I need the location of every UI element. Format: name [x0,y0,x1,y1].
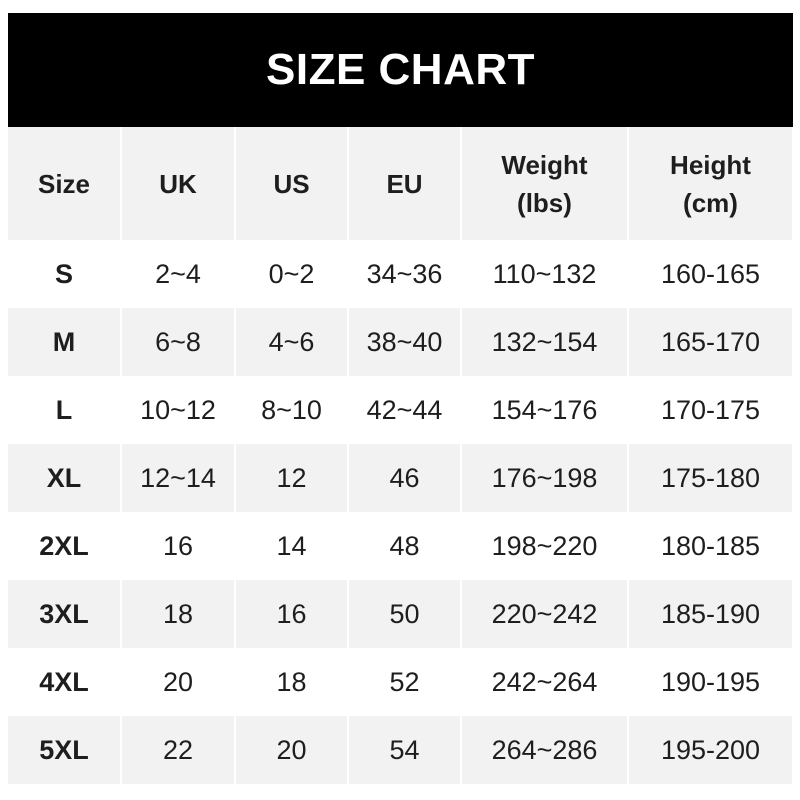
table-cell: 42~44 [348,376,462,444]
column-header: Height (cm) [628,127,794,240]
table-cell: 12 [235,444,349,512]
column-header-text: (cm) [683,187,738,218]
size-label-cell: M [8,308,122,376]
table-cell: 264~286 [461,716,629,784]
table-cell: 165-170 [628,308,794,376]
table-row: S 2~4 0~2 34~36 110~132 160-165 [8,240,794,308]
table-cell: 38~40 [348,308,462,376]
column-header-text: Height [670,149,751,180]
table-row: XL 12~14 12 46 176~198 175-180 [8,444,794,512]
column-header: EU [348,127,462,240]
table-cell: 170-175 [628,376,794,444]
size-chart: SIZE CHART Size UK US EU Weight (lbs) Height (c… [8,13,794,784]
table-cell: 18 [121,580,236,648]
table-cell: 195-200 [628,716,794,784]
table-cell: 2~4 [121,240,236,308]
column-header: UK [121,127,236,240]
column-header: US [235,127,349,240]
table-row: L 10~12 8~10 42~44 154~176 170-175 [8,376,794,444]
table-cell: 18 [235,648,349,716]
table-cell: 242~264 [461,648,629,716]
table-cell: 20 [121,648,236,716]
size-label-cell: XL [8,444,122,512]
table-cell: 175-180 [628,444,794,512]
chart-title: SIZE CHART [8,13,793,127]
table-cell: 110~132 [461,240,629,308]
column-header: Size [8,127,122,240]
table-cell: 132~154 [461,308,629,376]
table-cell: 14 [235,512,349,580]
table-row: 5XL 22 20 54 264~286 195-200 [8,716,794,784]
column-header-text: (lbs) [517,187,572,218]
table-cell: 198~220 [461,512,629,580]
table-cell: 176~198 [461,444,629,512]
size-label-cell: 3XL [8,580,122,648]
column-header-text: US [273,168,310,199]
table-row: 2XL 16 14 48 198~220 180-185 [8,512,794,580]
column-header-text: EU [386,168,423,199]
table-cell: 34~36 [348,240,462,308]
size-label-cell: 2XL [8,512,122,580]
table-cell: 190-195 [628,648,794,716]
column-header-text: Size [37,168,91,199]
size-label-cell: 4XL [8,648,122,716]
table-cell: 160-165 [628,240,794,308]
table-cell: 20 [235,716,349,784]
table-row: M 6~8 4~6 38~40 132~154 165-170 [8,308,794,376]
table-cell: 46 [348,444,462,512]
table-row: 4XL 20 18 52 242~264 190-195 [8,648,794,716]
table-cell: 6~8 [121,308,236,376]
table-cell: 4~6 [235,308,349,376]
table-cell: 48 [348,512,462,580]
table-cell: 180-185 [628,512,794,580]
table-cell: 54 [348,716,462,784]
size-label-cell: S [8,240,122,308]
table-cell: 8~10 [235,376,349,444]
table-cell: 50 [348,580,462,648]
table-cell: 220~242 [461,580,629,648]
table-cell: 0~2 [235,240,349,308]
size-table: Size UK US EU Weight (lbs) Height (cm) S 2~4 0~2 3… [8,127,794,784]
table-cell: 185-190 [628,580,794,648]
table-cell: 52 [348,648,462,716]
table-row: 3XL 18 16 50 220~242 185-190 [8,580,794,648]
column-header: Weight (lbs) [461,127,629,240]
table-cell: 16 [121,512,236,580]
table-cell: 12~14 [121,444,236,512]
size-label-cell: 5XL [8,716,122,784]
size-label-cell: L [8,376,122,444]
column-header-text: Weight [501,149,588,180]
table-cell: 154~176 [461,376,629,444]
table-cell: 22 [121,716,236,784]
table-cell: 10~12 [121,376,236,444]
header-row: Size UK US EU Weight (lbs) Height (cm) [8,127,794,240]
table-cell: 16 [235,580,349,648]
column-header-text: UK [159,168,197,199]
